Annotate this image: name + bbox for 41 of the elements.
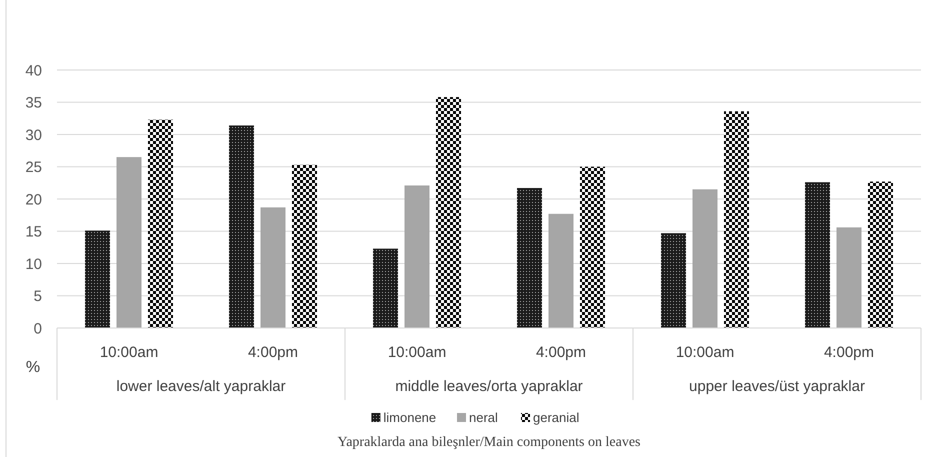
legend-label: neral xyxy=(469,410,498,425)
text: middle leaves/orta yapraklar xyxy=(395,378,583,395)
y-tick-label: 40 xyxy=(25,62,42,80)
y-tick-label: 15 xyxy=(25,224,42,240)
y-axis-title: % xyxy=(26,359,40,376)
y-tick-label: 35 xyxy=(25,94,42,112)
y-tick-label: 0 xyxy=(34,320,42,338)
bar xyxy=(580,166,605,328)
bar xyxy=(868,182,893,328)
bar xyxy=(436,97,461,328)
bar xyxy=(692,189,718,328)
x-tick-label: 4:00pm xyxy=(536,344,586,361)
legend-label: limonene xyxy=(383,410,436,425)
bar xyxy=(148,120,173,328)
text: upper leaves/üst yapraklar xyxy=(689,378,865,395)
bar xyxy=(116,157,142,328)
y-tick-label: 30 xyxy=(25,126,42,144)
legend-label: geranial xyxy=(533,410,580,425)
bar xyxy=(805,182,830,328)
x-tick-label: 10:00am xyxy=(100,344,158,361)
text: lower leaves/alt yapraklar xyxy=(116,378,286,395)
x-tick-label: 10:00am xyxy=(676,344,734,361)
y-tick-label: 5 xyxy=(34,288,42,305)
y-tick-label: 10 xyxy=(25,256,42,273)
bar xyxy=(517,188,542,328)
bar xyxy=(85,230,110,328)
text: Yapraklarda ana bileşnler/Main components on leaves xyxy=(338,435,640,450)
x-tick-label: 4:00pm xyxy=(248,344,298,361)
x-tick-label: 10:00am xyxy=(388,344,446,361)
bar xyxy=(229,125,254,328)
bar xyxy=(373,248,398,328)
bar xyxy=(548,214,574,328)
y-tick-label: 25 xyxy=(25,159,42,176)
bar xyxy=(292,164,317,328)
bar xyxy=(661,233,686,328)
bar xyxy=(404,185,430,328)
y-tick-label: 20 xyxy=(25,191,42,208)
bar xyxy=(836,227,862,328)
bar xyxy=(724,111,749,328)
bar xyxy=(260,207,286,328)
x-tick-label: 4:00pm xyxy=(824,344,874,361)
